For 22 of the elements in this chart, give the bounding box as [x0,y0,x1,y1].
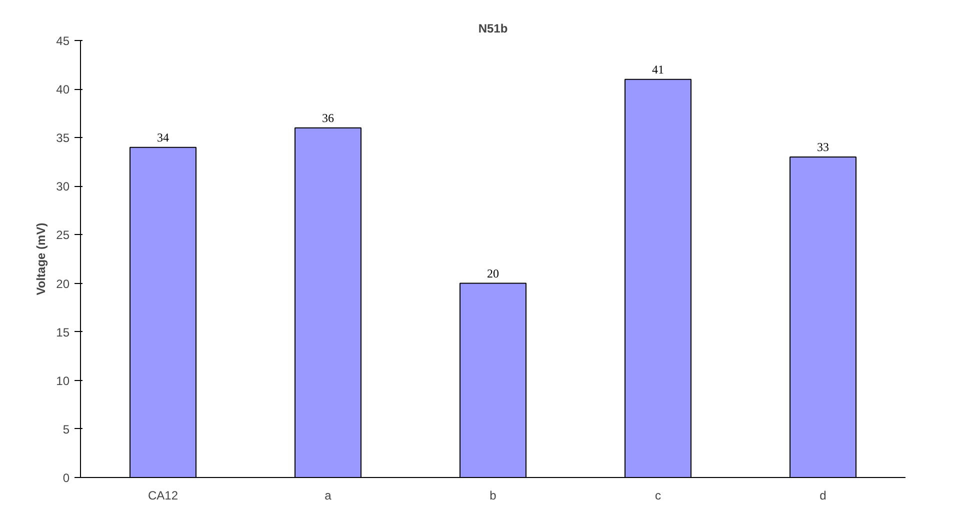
y-tick-label: 15 [56,325,70,340]
y-tick-label: 20 [56,276,70,291]
y-tick-label: 45 [56,34,70,48]
data-label: 20 [487,266,499,280]
x-tick-label: b [490,488,497,502]
y-tick-label: 5 [62,422,70,436]
x-tick-label: a [324,488,332,502]
y-tick-label: 0 [62,471,70,485]
chart-title: N51b [478,22,508,36]
y-tick-label: 30 [56,180,70,194]
data-label: 36 [322,110,334,125]
data-label: 33 [817,140,829,154]
data-label: 34 [157,130,169,144]
y-tick-label: 40 [56,82,70,97]
y-axis-title: Voltage (mV) [34,222,48,296]
data-label: 41 [652,62,664,76]
y-tick-label: 10 [56,374,70,388]
x-tick-label: c [655,488,661,502]
x-tick-label: d [820,488,826,502]
y-tick-label: 25 [56,228,70,242]
x-tick-label: CA12 [148,488,178,502]
y-tick-label: 35 [56,131,70,146]
